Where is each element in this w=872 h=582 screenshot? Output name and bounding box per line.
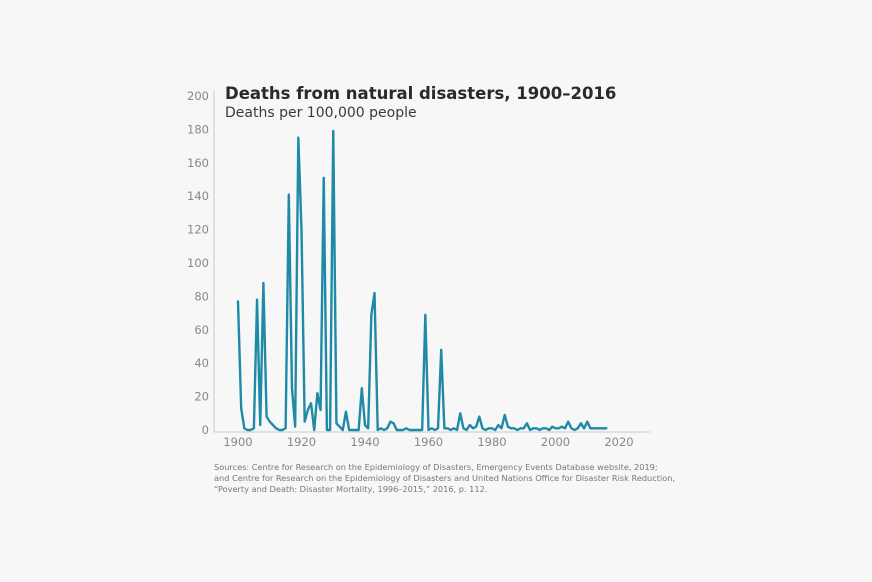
x-tick-label: 1940 [350,435,379,449]
y-tick-label: 140 [187,189,209,203]
y-tick-label: 20 [194,390,209,404]
series-line [236,129,608,432]
source-note: Sources: Centre for Research on the Epid… [214,462,694,495]
y-tick-label: 180 [187,122,209,136]
source-line-3: “Poverty and Death: Disaster Mortality, … [214,484,488,494]
x-axis-ticks: 1900 1920 1940 1960 1980 2000 2020 [223,435,633,449]
chart-series [236,129,608,432]
y-tick-label: 60 [194,323,209,337]
y-tick-label: 100 [187,256,209,270]
x-tick-label: 1980 [477,435,506,449]
x-tick-label: 1920 [287,435,316,449]
source-line-2: and Centre for Research on the Epidemiol… [214,473,676,483]
y-axis-ticks: 0 20 40 60 80 100 120 140 160 180 200 [187,89,209,437]
y-tick-label: 40 [194,356,209,370]
x-tick-label: 1900 [223,435,252,449]
source-line-1: Sources: Centre for Research on the Epid… [214,462,658,472]
x-tick-label: 2020 [604,435,633,449]
chart-axes [213,90,650,433]
chart-subtitle: Deaths per 100,000 people [225,105,417,121]
y-tick-label: 80 [194,289,209,303]
x-tick-label: 1960 [414,435,443,449]
chart-title: Deaths from natural disasters, 1900–2016 [225,84,617,103]
y-tick-label: 0 [202,423,209,437]
x-tick-label: 2000 [541,435,570,449]
y-tick-label: 200 [187,89,209,103]
y-tick-label: 120 [187,223,209,237]
y-tick-label: 160 [187,156,209,170]
